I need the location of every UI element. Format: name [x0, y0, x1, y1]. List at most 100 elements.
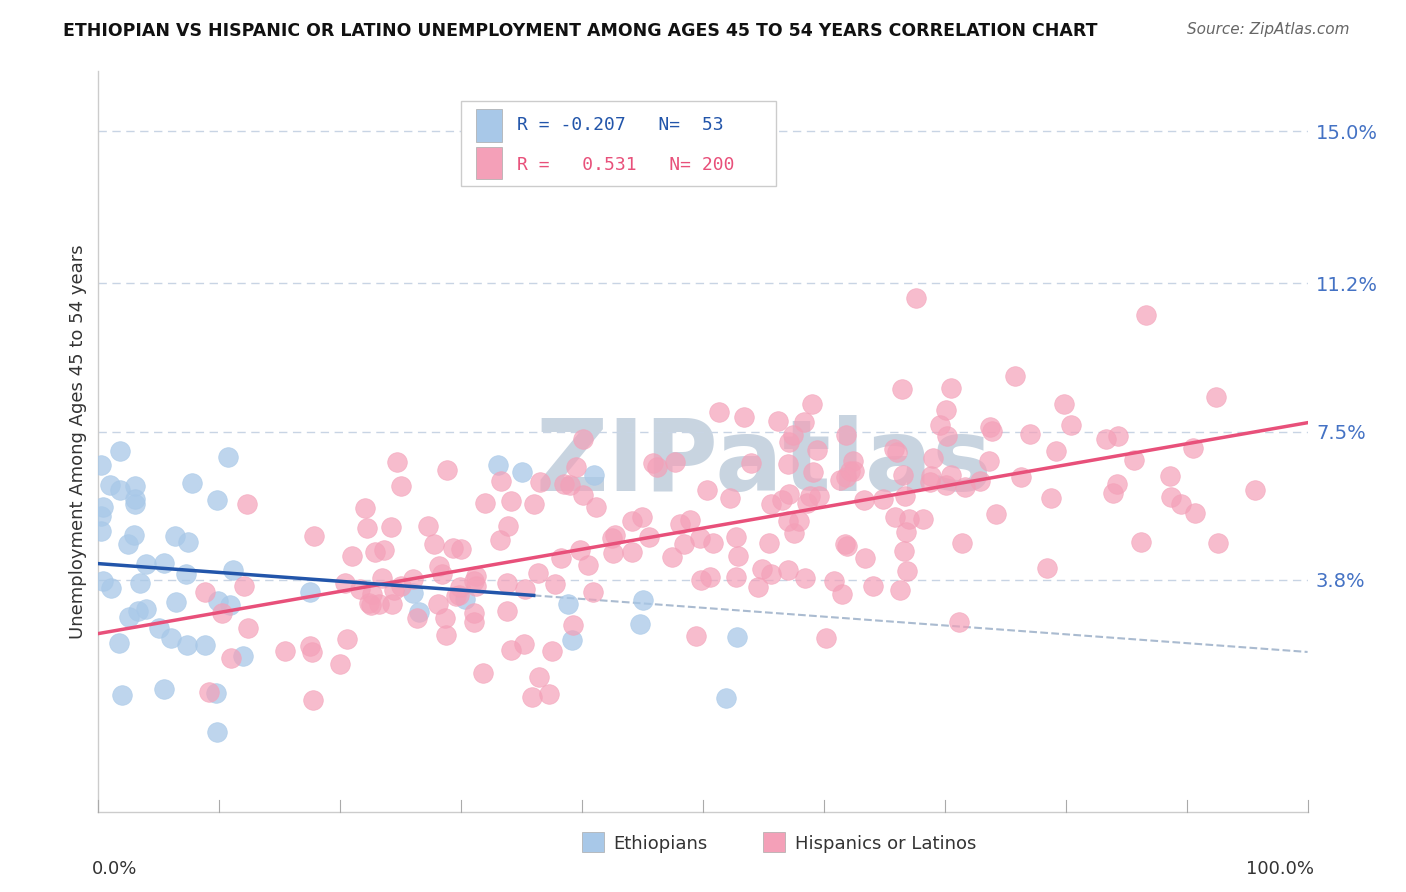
Point	[522, 690, 544, 704]
Text: ZIPatlas: ZIPatlas	[536, 416, 991, 512]
Bar	[461, 101, 776, 186]
Point	[1107, 429, 1129, 443]
Point	[564, 459, 586, 474]
Point	[454, 592, 477, 607]
Point	[896, 564, 918, 578]
Point	[100, 581, 122, 595]
Point	[1170, 497, 1192, 511]
Point	[778, 457, 800, 471]
Point	[572, 488, 595, 502]
Point	[363, 544, 385, 558]
Point	[633, 592, 655, 607]
Point	[893, 544, 915, 558]
Point	[1129, 534, 1152, 549]
Point	[489, 533, 512, 548]
Point	[576, 558, 599, 572]
Point	[329, 657, 352, 672]
Point	[389, 479, 412, 493]
Point	[111, 688, 134, 702]
Point	[160, 631, 183, 645]
Point	[153, 556, 176, 570]
Y-axis label: Unemployment Among Ages 45 to 54 years: Unemployment Among Ages 45 to 54 years	[69, 244, 87, 639]
Point	[759, 567, 782, 582]
Point	[702, 536, 724, 550]
Point	[969, 475, 991, 489]
Point	[778, 434, 800, 449]
Point	[835, 470, 858, 484]
Point	[529, 670, 551, 684]
Point	[568, 543, 591, 558]
Point	[699, 569, 721, 583]
Point	[463, 606, 485, 620]
Point	[758, 536, 780, 550]
Point	[356, 521, 378, 535]
Point	[561, 618, 583, 632]
Point	[373, 543, 395, 558]
Point	[600, 531, 623, 545]
Point	[783, 526, 806, 541]
Point	[948, 615, 970, 629]
Point	[1205, 390, 1227, 404]
Point	[844, 464, 866, 478]
Point	[835, 428, 858, 442]
Point	[90, 458, 112, 472]
Point	[1059, 417, 1081, 432]
Point	[893, 467, 915, 482]
Point	[124, 498, 146, 512]
Point	[939, 467, 962, 482]
Point	[803, 466, 825, 480]
Point	[882, 442, 904, 456]
Point	[207, 594, 229, 608]
Point	[135, 558, 157, 572]
Point	[727, 549, 749, 564]
Point	[979, 419, 1001, 434]
Point	[153, 681, 176, 696]
Point	[165, 595, 187, 609]
Point	[641, 456, 664, 470]
Point	[981, 425, 1004, 439]
Point	[807, 489, 830, 503]
Point	[583, 468, 606, 483]
Point	[371, 571, 394, 585]
Point	[747, 580, 769, 594]
Point	[806, 443, 828, 458]
Point	[550, 551, 572, 566]
Point	[434, 628, 457, 642]
Point	[905, 291, 928, 305]
Point	[727, 630, 749, 644]
Point	[90, 509, 112, 524]
Point	[124, 478, 146, 492]
Point	[129, 576, 152, 591]
Point	[432, 567, 454, 582]
Point	[679, 513, 702, 527]
Point	[1123, 453, 1146, 467]
Point	[661, 550, 683, 565]
Point	[837, 540, 859, 554]
Bar	[475, 110, 502, 142]
Point	[406, 611, 429, 625]
Point	[553, 477, 575, 491]
Point	[274, 643, 297, 657]
Point	[751, 561, 773, 575]
Point	[890, 382, 912, 396]
Point	[620, 545, 643, 559]
Point	[793, 415, 815, 429]
Point	[117, 537, 139, 551]
Text: R = -0.207   N=  53: R = -0.207 N= 53	[517, 116, 724, 134]
Point	[669, 516, 692, 531]
Point	[936, 428, 959, 442]
Point	[768, 415, 790, 429]
Point	[770, 493, 793, 508]
Point	[894, 524, 917, 539]
Point	[486, 458, 509, 473]
Point	[177, 535, 200, 549]
Point	[496, 575, 519, 590]
Point	[759, 497, 782, 511]
Point	[638, 531, 661, 545]
Point	[436, 463, 458, 477]
Point	[838, 464, 860, 478]
Text: Ethiopians: Ethiopians	[613, 835, 707, 853]
Point	[449, 581, 471, 595]
Point	[236, 497, 259, 511]
Text: 100.0%: 100.0%	[1246, 860, 1313, 878]
